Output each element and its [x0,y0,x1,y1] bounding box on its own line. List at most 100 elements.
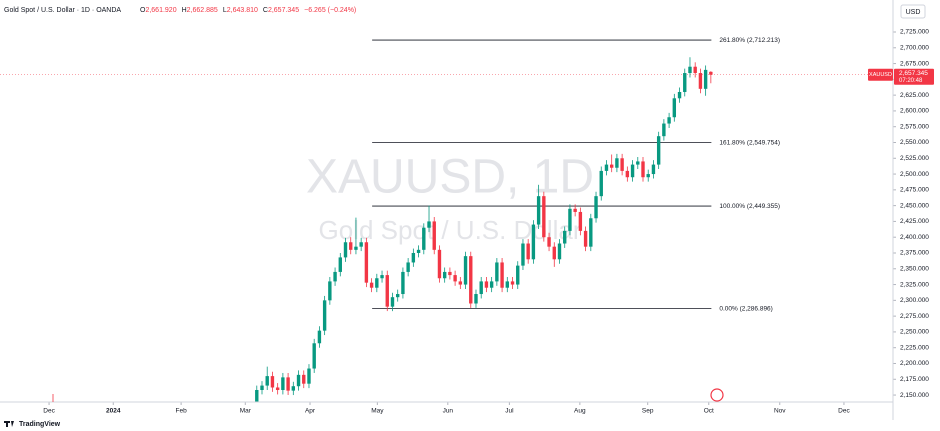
candle-body [531,224,536,260]
x-tick-label: Oct [704,408,714,415]
candle-body [286,377,290,391]
candle-body [359,242,363,247]
candle-body [291,386,296,391]
y-tick-label: 2,350.000 [900,265,929,272]
candle-body [422,227,426,250]
candle-body [568,208,572,231]
y-tick-label: 2,500.000 [900,171,929,178]
candle-body [698,73,703,89]
y-tick-label: 2,175.000 [900,376,929,383]
x-tick-label: Apr [305,408,316,415]
x-tick-label: 2024 [106,408,121,415]
candle-body [385,275,389,307]
axes: 2,150.000 2,175.000 2,200.000 2,225.000 2,25… [43,29,929,415]
candle-body [589,218,593,247]
ohlc-value: 2,657.345 [268,7,299,14]
candle-body [656,136,661,165]
candle-body [453,275,457,282]
symbol-title: Gold Spot / U.S. Dollar · 1D · OANDA [4,7,121,14]
candle-body [281,377,285,391]
candle-body [333,271,337,282]
x-tick-label: Feb [176,408,188,415]
y-tick-label: 2,325.000 [900,281,929,288]
candle-body [338,257,342,272]
candle-body [317,330,322,344]
x-tick-label: Dec [838,408,850,415]
candle-body [677,91,682,99]
y-tick-label: 2,425.000 [900,218,929,225]
candle-body [469,256,473,304]
candle-body [646,174,650,178]
candle-body [625,170,630,178]
ohlc-value: 2,661.920 [145,7,176,14]
candle-body [322,300,327,331]
price-badge-label: 2,657.345 [899,70,928,77]
candle-body [458,281,463,285]
y-tick-label: 2,525.000 [900,155,929,162]
x-tick-label: Jun [443,408,454,415]
candle-body [255,390,259,402]
candle-body [563,230,567,244]
candle-body [594,196,598,219]
candle-body [500,262,504,288]
candle-body [578,211,583,231]
symbol-badge [868,68,893,81]
ohlc-label: L [223,7,227,14]
y-tick-label: 2,300.000 [900,297,929,304]
candle-body [312,343,316,369]
y-tick-label: 2,400.000 [900,234,929,241]
candle-body [396,294,400,298]
candle-body [380,275,384,279]
x-tick-label: Dec [43,408,55,415]
y-tick-label: 2,725.000 [900,29,929,36]
countdown-label: 07:20:48 [899,78,923,84]
candle-body [510,281,515,285]
candle-body [703,69,708,89]
ohlc-change: −6.265 (−0.24%) [304,7,356,14]
x-tick-label: May [371,408,384,415]
candle-body [693,66,697,74]
footer-logo: TradingView [19,421,61,428]
candle-body [547,237,551,247]
candle-body [521,243,525,266]
currency-box[interactable] [900,4,926,19]
candle-body [526,243,530,260]
candle-body [688,66,692,74]
candle-body [432,221,436,250]
x-tick-label: Jul [505,408,514,415]
y-tick-label: 2,625.000 [900,92,929,99]
candle-body [270,376,275,388]
symbol-badge-label: XAUUSD [869,72,892,78]
candle-body [369,282,374,288]
candle-body [495,262,499,282]
candle-body [479,281,483,295]
y-tick-label: 2,375.000 [900,250,929,257]
ohlc-header: O2,661.920 H2,662.885 L2,643.810 C2,657.345… [140,7,356,14]
candle-body [406,262,410,272]
ohlc-value: 2,662.885 [187,7,218,14]
candle-body [489,281,494,288]
candle-body [307,368,311,384]
watermark-symbol: XAUUSD, 1D [306,151,594,204]
logo-icon [4,421,14,427]
ohlc-label: H [182,7,187,14]
candle-body [573,208,577,212]
candle-body [390,297,395,307]
ohlc-value: 2,643.810 [227,7,258,14]
candle-body [516,265,520,285]
fib-label: 161.80% (2,549.754) [719,139,780,146]
candle-body [615,158,619,168]
candle-body [411,252,416,263]
candle-body [401,271,405,295]
candle-body [354,246,358,250]
x-tick-label: Sep [642,408,654,415]
candle-body [667,117,671,124]
ohlc-label: O [140,7,146,14]
candle-body [343,242,348,258]
candle-body [260,385,264,391]
candle-body [275,387,280,391]
y-tick-label: 2,675.000 [900,60,929,67]
